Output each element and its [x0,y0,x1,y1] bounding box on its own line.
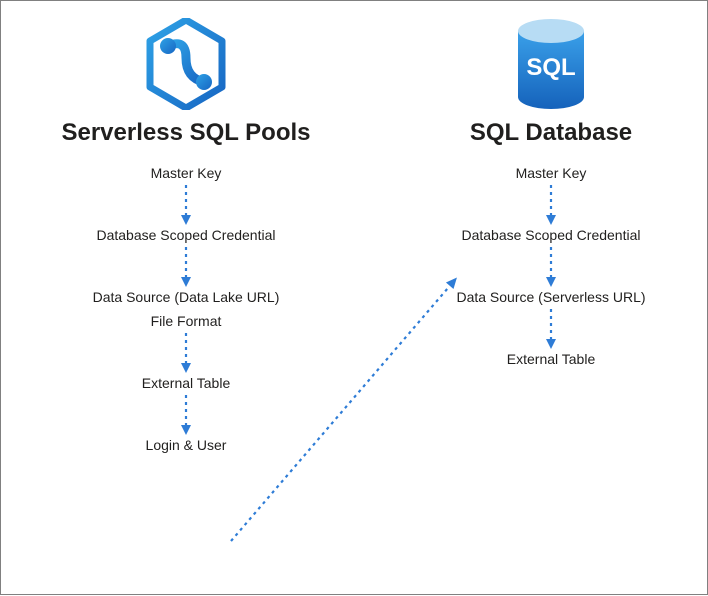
svg-text:SQL: SQL [526,54,575,81]
arrow-down [176,391,196,437]
arrow-down [541,181,561,227]
node-db-scoped-cred-left: Database Scoped Credential [96,227,275,243]
node-login-user: Login & User [146,437,227,453]
arrow-down [541,243,561,289]
arrow-down [176,329,196,375]
arrow-down [541,305,561,351]
arrow-down [176,243,196,289]
diagram-container: Serverless SQL Pools Master Key Database… [0,0,708,595]
node-data-source-left: Data Source (Data Lake URL) [93,289,280,305]
node-external-table-left: External Table [142,375,230,391]
sql-database-icon: SQL [514,16,588,111]
node-db-scoped-cred-right: Database Scoped Credential [461,227,640,243]
synapse-icon [146,16,226,111]
title-sqldb: SQL Database [470,119,632,147]
node-master-key-left: Master Key [151,165,222,181]
node-file-format: File Format [151,313,222,329]
column-sqldb: SQL SQL Database Master Key Database Sco… [421,1,681,367]
arrow-down [176,181,196,227]
node-external-table-right: External Table [507,351,595,367]
column-serverless: Serverless SQL Pools Master Key Database… [56,1,316,453]
title-serverless: Serverless SQL Pools [61,119,310,147]
node-data-source-right: Data Source (Serverless URL) [456,289,645,305]
node-master-key-right: Master Key [516,165,587,181]
